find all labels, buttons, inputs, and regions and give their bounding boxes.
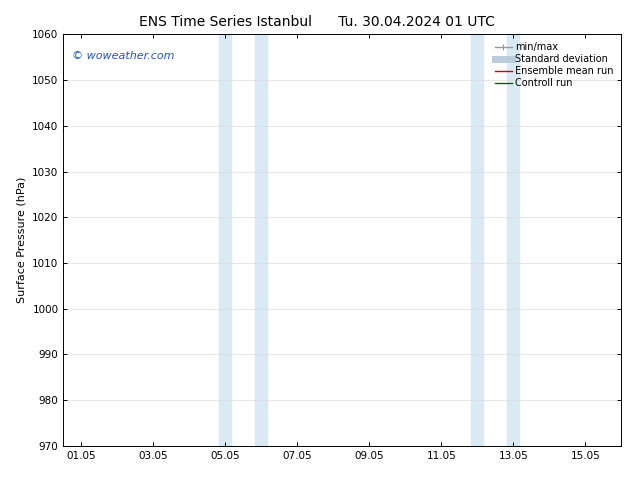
Y-axis label: Surface Pressure (hPa): Surface Pressure (hPa) xyxy=(16,177,27,303)
Bar xyxy=(256,34,268,446)
Bar xyxy=(471,34,484,446)
Legend: min/max, Standard deviation, Ensemble mean run, Controll run: min/max, Standard deviation, Ensemble me… xyxy=(492,39,616,91)
Text: © woweather.com: © woweather.com xyxy=(72,51,174,61)
Text: ENS Time Series Istanbul      Tu. 30.04.2024 01 UTC: ENS Time Series Istanbul Tu. 30.04.2024 … xyxy=(139,15,495,29)
Bar xyxy=(219,34,231,446)
Bar xyxy=(507,34,519,446)
